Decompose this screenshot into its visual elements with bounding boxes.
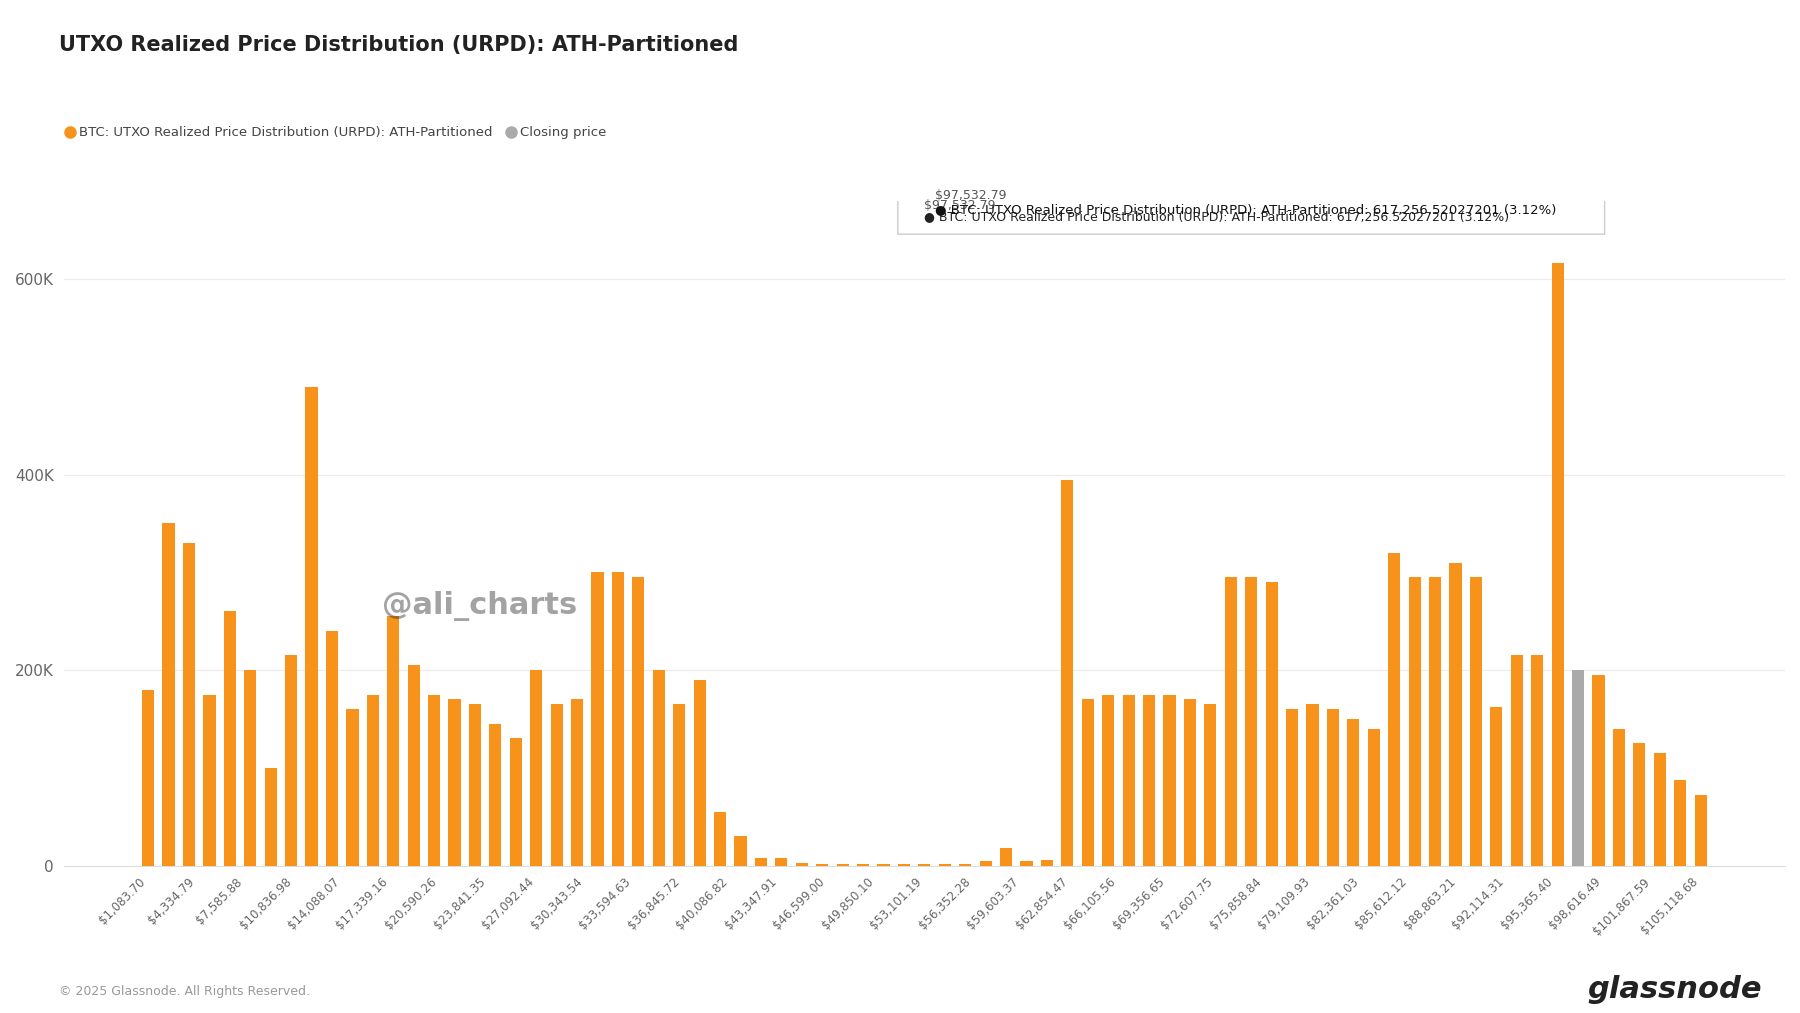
- Bar: [632, 577, 644, 865]
- Bar: [1571, 670, 1584, 865]
- Bar: [1368, 728, 1381, 865]
- Bar: [529, 670, 542, 865]
- Bar: [203, 695, 216, 865]
- Bar: [346, 709, 358, 865]
- Bar: [715, 811, 725, 865]
- FancyBboxPatch shape: [898, 198, 1604, 234]
- Bar: [1265, 582, 1278, 865]
- Bar: [1204, 704, 1217, 865]
- Bar: [448, 699, 461, 865]
- Bar: [428, 695, 441, 865]
- Bar: [1674, 780, 1687, 865]
- Text: $97,532.79: $97,532.79: [925, 199, 995, 212]
- Bar: [857, 864, 869, 865]
- Bar: [898, 864, 911, 865]
- Bar: [1040, 860, 1053, 865]
- Bar: [326, 631, 338, 865]
- Bar: [367, 695, 380, 865]
- Text: ● BTC: UTXO Realized Price Distribution (URPD): ATH-Partitioned: 617,256.5202720: ● BTC: UTXO Realized Price Distribution …: [934, 203, 1555, 216]
- Bar: [142, 690, 155, 865]
- Bar: [1163, 695, 1175, 865]
- Bar: [571, 699, 583, 865]
- Bar: [1001, 848, 1012, 865]
- Bar: [1246, 577, 1258, 865]
- Bar: [387, 616, 400, 865]
- Bar: [1409, 577, 1420, 865]
- Bar: [1388, 553, 1400, 865]
- Text: UTXO Realized Price Distribution (URPD): ATH-Partitioned: UTXO Realized Price Distribution (URPD):…: [59, 35, 738, 56]
- Text: ● BTC: UTXO Realized Price Distribution (URPD): ATH-Partitioned: 617,256.5202720: ● BTC: UTXO Realized Price Distribution …: [925, 211, 1510, 224]
- Text: $97,532.79: $97,532.79: [934, 189, 1006, 202]
- Bar: [551, 704, 563, 865]
- Bar: [734, 836, 747, 865]
- Bar: [612, 572, 625, 865]
- Bar: [162, 524, 175, 865]
- Bar: [1613, 728, 1625, 865]
- Bar: [1143, 695, 1156, 865]
- Bar: [1224, 577, 1237, 865]
- Bar: [1021, 861, 1033, 865]
- Bar: [1532, 655, 1543, 865]
- Text: glassnode: glassnode: [1588, 975, 1762, 1004]
- Bar: [1490, 707, 1503, 865]
- Bar: [1633, 744, 1645, 865]
- Bar: [754, 858, 767, 865]
- Bar: [1510, 655, 1523, 865]
- Bar: [1285, 709, 1298, 865]
- Bar: [592, 572, 603, 865]
- Bar: [245, 670, 256, 865]
- Bar: [1327, 709, 1339, 865]
- Bar: [1694, 795, 1706, 865]
- Bar: [796, 863, 808, 865]
- Bar: [1552, 262, 1564, 865]
- Bar: [877, 864, 889, 865]
- Bar: [1429, 577, 1442, 865]
- Bar: [265, 768, 277, 865]
- Bar: [837, 864, 850, 865]
- Bar: [1307, 704, 1319, 865]
- Bar: [673, 704, 686, 865]
- Text: @ali_charts: @ali_charts: [382, 592, 578, 621]
- Bar: [184, 543, 194, 865]
- Bar: [1082, 699, 1094, 865]
- Bar: [653, 670, 664, 865]
- Bar: [490, 724, 502, 865]
- Bar: [223, 612, 236, 865]
- Bar: [815, 864, 828, 865]
- Bar: [1449, 562, 1462, 865]
- Bar: [693, 680, 706, 865]
- Bar: [509, 738, 522, 865]
- Bar: [776, 858, 787, 865]
- Bar: [468, 704, 481, 865]
- Bar: [1654, 753, 1667, 865]
- Bar: [918, 864, 931, 865]
- Bar: [979, 861, 992, 865]
- Bar: [306, 387, 317, 865]
- Bar: [1123, 695, 1134, 865]
- Bar: [407, 666, 419, 865]
- Bar: [1062, 479, 1073, 865]
- Text: © 2025 Glassnode. All Rights Reserved.: © 2025 Glassnode. All Rights Reserved.: [59, 985, 310, 998]
- Bar: [284, 655, 297, 865]
- Bar: [1471, 577, 1481, 865]
- Bar: [938, 864, 950, 865]
- Bar: [1102, 695, 1114, 865]
- Bar: [1346, 719, 1359, 865]
- Legend: BTC: UTXO Realized Price Distribution (URPD): ATH-Partitioned, Closing price: BTC: UTXO Realized Price Distribution (U…: [61, 122, 612, 145]
- Bar: [959, 864, 972, 865]
- Bar: [1184, 699, 1195, 865]
- Bar: [1593, 675, 1604, 865]
